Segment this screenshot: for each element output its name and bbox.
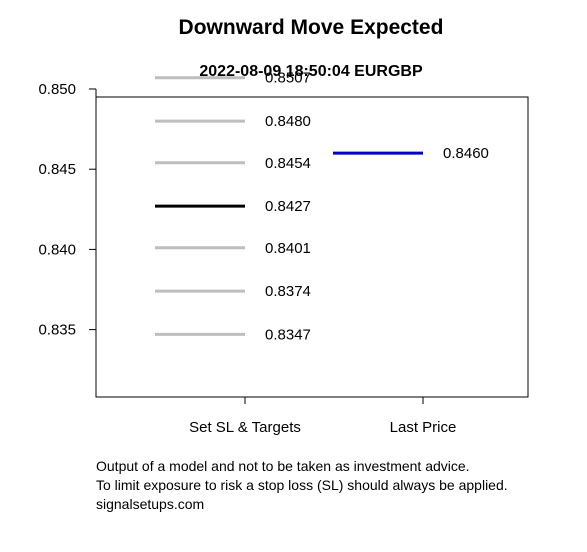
footer-disclaimer-line1: Output of a model and not to be taken as… (96, 458, 470, 474)
y-tick-label: 0.835 (38, 322, 76, 339)
level-label: 0.8454 (265, 155, 311, 172)
chart-subtitle: 2022-08-09 18:50:04 EURGBP (199, 63, 423, 80)
footer-disclaimer-line2: To limit exposure to risk a stop loss (S… (96, 477, 508, 493)
y-tick-label: 0.845 (38, 161, 76, 178)
level-label: 0.8347 (265, 326, 311, 343)
chart-title: Downward Move Expected (179, 16, 444, 39)
y-tick-label: 0.850 (38, 81, 76, 98)
level-lines: 0.8507 0.8480 0.8454 0.8427 0.8401 0.8374 0.83… (155, 70, 489, 343)
level-label: 0.8507 (265, 70, 311, 87)
y-tick-label: 0.840 (38, 241, 76, 258)
x-axis: Set SL & Targets Last Price (189, 396, 457, 436)
level-label: 0.8480 (265, 113, 311, 130)
level-label: 0.8427 (265, 198, 311, 215)
level-label: 0.8460 (443, 145, 489, 162)
level-label: 0.8401 (265, 240, 311, 257)
y-axis: 0.835 0.840 0.845 0.850 (38, 81, 97, 339)
level-label: 0.8374 (265, 283, 311, 300)
x-tick-label: Set SL & Targets (189, 419, 301, 436)
x-tick-label: Last Price (390, 419, 457, 436)
footer-website: signalsetups.com (96, 496, 204, 512)
